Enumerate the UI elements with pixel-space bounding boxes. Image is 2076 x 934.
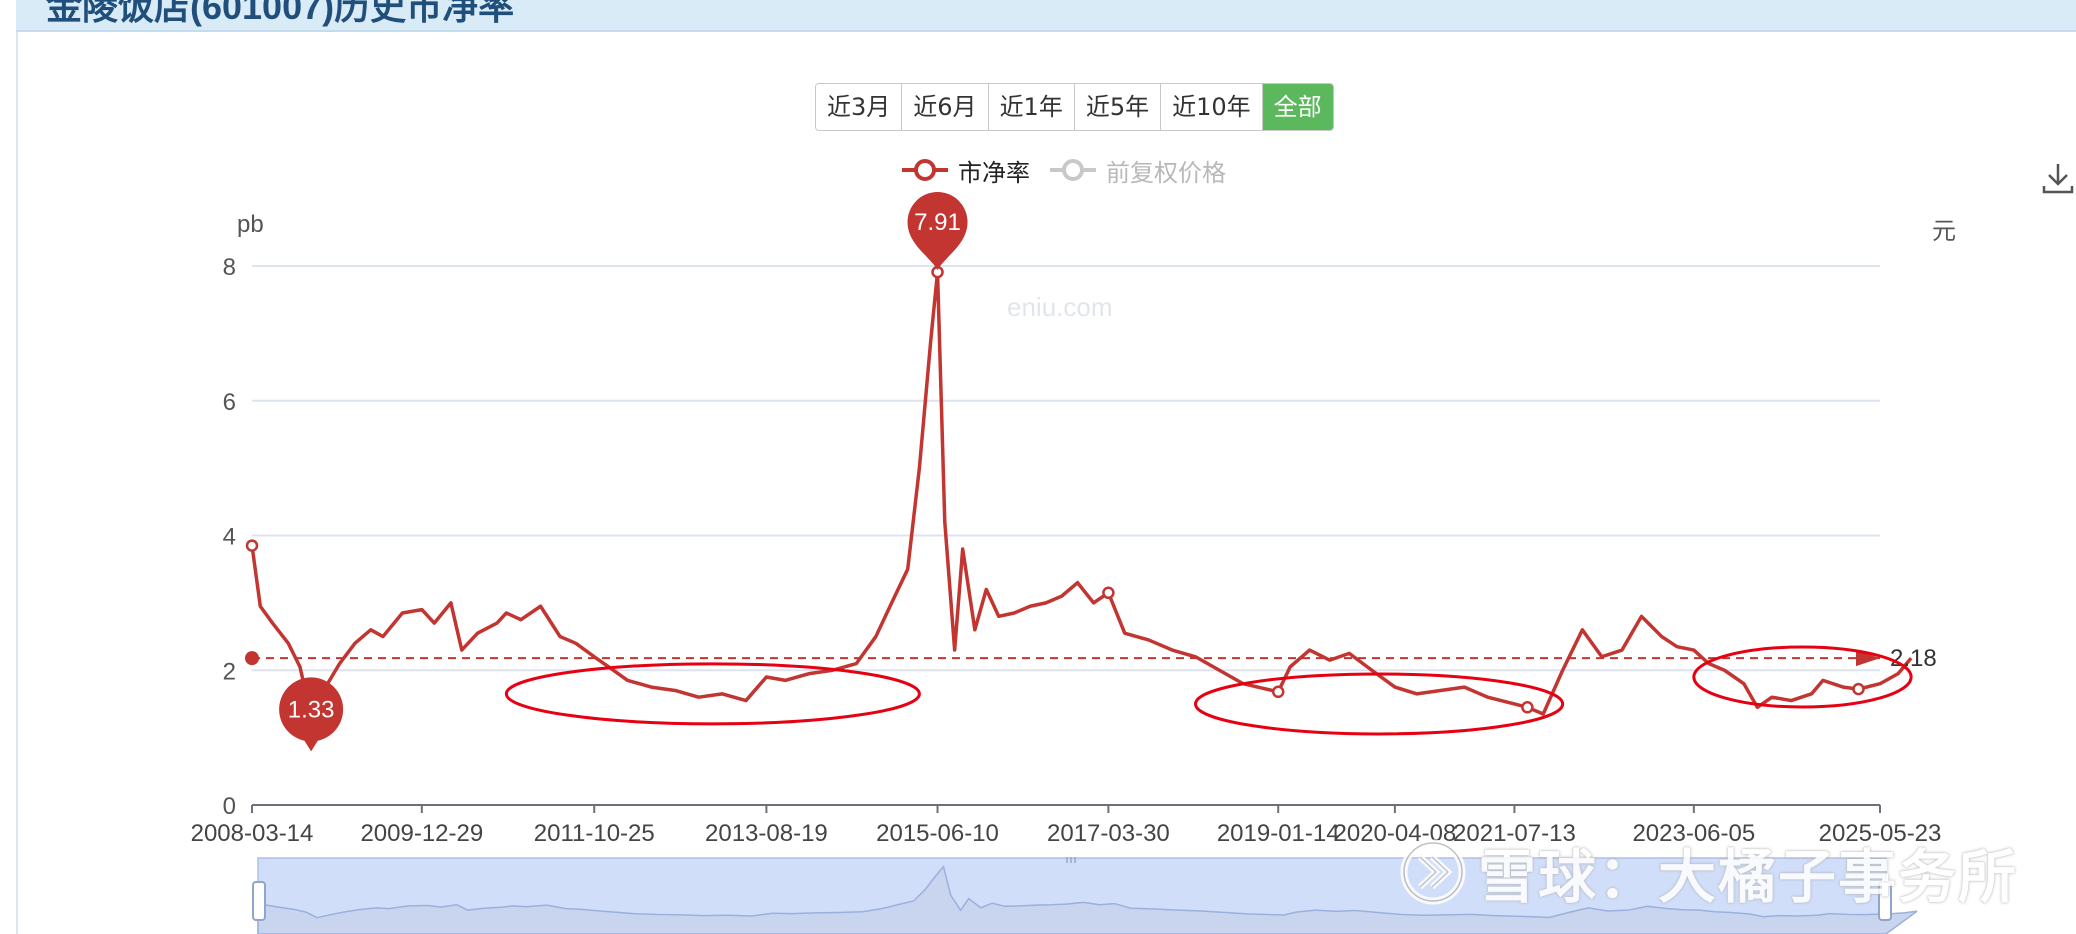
x-tick-label: 2008-03-14 — [191, 820, 314, 847]
y-tick-label: 4 — [223, 524, 236, 551]
annotation-ellipse — [1692, 645, 1913, 709]
x-tick-label: 2013-08-19 — [705, 820, 828, 847]
x-tick-label: 2017-03-30 — [1047, 820, 1170, 847]
y-tick-label: 8 — [223, 254, 236, 281]
range-selector: 近3月 近6月 近1年 近5年 近10年 全部 — [815, 83, 1334, 131]
xueqiu-logo-icon — [1400, 839, 1466, 905]
range-6m-button[interactable]: 近6月 — [902, 84, 989, 130]
range-5y-button[interactable]: 近5年 — [1074, 84, 1162, 130]
x-tick-label: 2023-06-05 — [1632, 820, 1755, 847]
y-axis-unit-left: pb — [237, 211, 264, 238]
y-tick-label: 0 — [223, 793, 236, 820]
datazoom-handle-right[interactable] — [1878, 881, 1892, 921]
legend-label-price: 前复权价格 — [1106, 158, 1226, 187]
x-tick-label: 2025-05-23 — [1819, 820, 1942, 847]
range-3m-button[interactable]: 近3月 — [816, 84, 903, 130]
left-frame — [0, 0, 18, 934]
range-all-button[interactable]: 全部 — [1262, 84, 1333, 130]
y-axis-unit-right: 元 — [1932, 218, 1956, 245]
legend-label-pb: 市净率 — [958, 158, 1030, 187]
title-bar: 金陵饭店(601007)历史市净率 — [16, 0, 2076, 32]
datazoom-preview-area — [257, 865, 1918, 934]
site-watermark: eniu.com — [1007, 292, 1113, 322]
page-title: 金陵饭店(601007)历史市净率 — [46, 0, 515, 27]
legend-item-price[interactable]: 前复权价格 — [1048, 153, 1226, 188]
range-10y-button[interactable]: 近10年 — [1161, 84, 1263, 130]
datazoom-handle-left[interactable] — [252, 881, 266, 921]
series-point — [1521, 701, 1534, 714]
min-markpoint-tail — [301, 735, 322, 752]
y-tick-label: 6 — [223, 389, 236, 416]
x-tick-label: 2009-12-29 — [360, 820, 483, 847]
series-line-pb — [250, 270, 1913, 718]
legend-line-circle-icon — [902, 159, 948, 181]
markline-arrow — [1856, 650, 1880, 667]
chart-legend: 市净率 前复权价格 — [900, 152, 1244, 188]
max-markpoint-pin — [907, 192, 968, 271]
markline-label: 2.18 — [1890, 645, 1937, 672]
xueqiu-watermark: 雪球：大橘子事务所 — [1400, 830, 2018, 914]
legend-item-pb[interactable]: 市净率 — [900, 153, 1030, 188]
max-markpoint-label: 7.91 — [914, 209, 961, 236]
min-markpoint-bubble — [279, 677, 344, 742]
min-markpoint-label: 1.33 — [288, 696, 335, 723]
series-point — [245, 539, 259, 552]
xueqiu-watermark-text: 雪球：大橘子事务所 — [1478, 843, 2019, 911]
annotation-ellipse — [504, 662, 921, 726]
series-point — [1852, 682, 1865, 696]
legend-line-circle-icon — [1050, 159, 1096, 181]
download-icon[interactable] — [2040, 160, 2076, 196]
annotation-ellipse — [1194, 672, 1565, 736]
range-1y-button[interactable]: 近1年 — [988, 84, 1075, 130]
y-tick-label: 2 — [223, 658, 236, 685]
series-point — [1102, 586, 1115, 600]
x-tick-label: 2021-07-13 — [1453, 820, 1576, 847]
x-tick-label: 2011-10-25 — [534, 820, 655, 847]
x-tick-label: 2015-06-10 — [876, 820, 999, 847]
series-point — [1271, 685, 1285, 699]
datazoom-move-grip[interactable] — [1066, 857, 1076, 863]
x-tick-label: 2019-01-14 — [1217, 820, 1340, 847]
